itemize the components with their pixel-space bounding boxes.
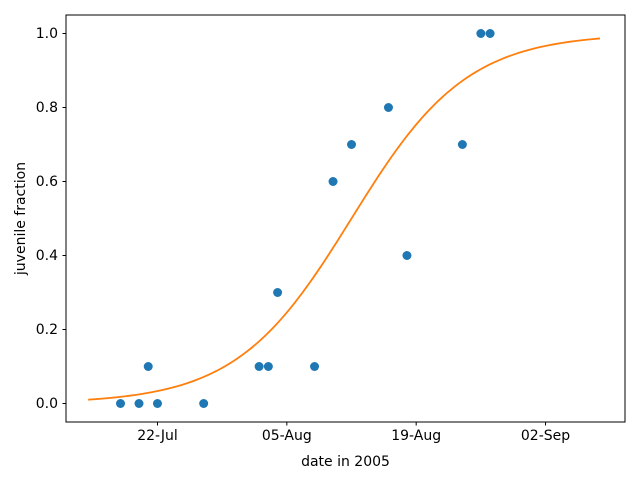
x-axis-ticks: 22-Jul 05-Aug 19-Aug 02-Sep: [137, 422, 570, 444]
plot-border: [65, 14, 626, 423]
x-tick-label: 05-Aug: [262, 428, 312, 444]
data-point: [402, 251, 412, 260]
data-point: [383, 103, 393, 112]
data-point: [457, 140, 467, 149]
data-point: [263, 362, 273, 371]
x-tick-label: 19-Aug: [391, 428, 441, 444]
x-tick-label: 22-Jul: [137, 428, 178, 444]
y-tick-label: 0.0: [36, 396, 58, 412]
y-axis-label: juvenile fraction: [13, 162, 29, 276]
plot-area: [66, 15, 625, 422]
data-point: [116, 399, 126, 408]
data-point: [134, 399, 144, 408]
data-point: [143, 362, 153, 371]
y-tick-label: 0.2: [36, 322, 58, 338]
fit-curve-line: [88, 37, 601, 401]
data-point: [328, 177, 338, 186]
y-axis-ticks: 0.0 0.2 0.4 0.6 0.8 1.0: [36, 26, 66, 412]
data-point: [254, 362, 264, 371]
data-point: [485, 29, 495, 38]
data-point: [199, 399, 209, 408]
x-tick-label: 02-Sep: [521, 428, 570, 444]
y-tick-label: 0.8: [36, 100, 58, 116]
y-tick-label: 0.6: [36, 174, 58, 190]
scatter-points: [116, 29, 495, 408]
data-point: [152, 399, 162, 408]
y-tick-label: 1.0: [36, 26, 58, 42]
data-point: [273, 288, 283, 297]
data-point: [347, 140, 357, 149]
data-point: [476, 29, 486, 38]
data-point: [310, 362, 320, 371]
y-tick-label: 0.4: [36, 248, 58, 264]
x-axis-label: date in 2005: [301, 454, 390, 470]
